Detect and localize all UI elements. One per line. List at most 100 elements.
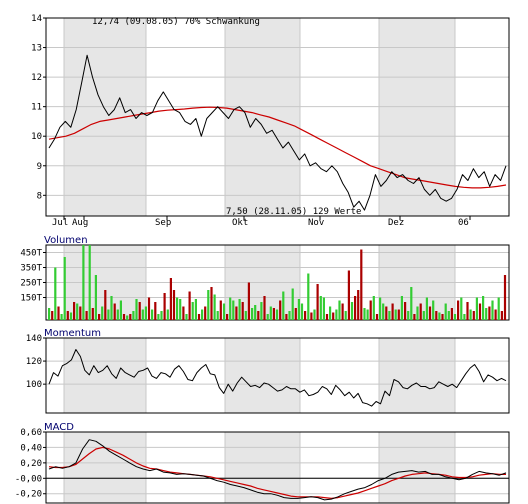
volume-bar	[132, 311, 135, 320]
volume-bar	[197, 314, 201, 320]
volume-bar	[263, 296, 266, 320]
volume-bar	[157, 314, 160, 320]
volume-bar	[266, 314, 269, 320]
volume-bar	[201, 309, 204, 320]
weekend-band	[379, 432, 455, 503]
y-tick-label: 0,20	[20, 459, 42, 469]
volume-bar	[107, 309, 110, 320]
volume-bar	[466, 302, 469, 320]
volume-bar	[129, 314, 132, 320]
volume-bar	[216, 311, 219, 320]
macd-plot-frame	[45, 431, 510, 504]
volume-bar	[104, 290, 107, 320]
volume-bar	[385, 306, 388, 320]
volume-bar	[210, 287, 213, 320]
volume-bar	[138, 302, 141, 320]
volume-bar	[57, 306, 60, 320]
volume-bar	[457, 300, 460, 320]
volume-bar	[391, 303, 394, 320]
y-tick-label: 150T	[20, 294, 42, 304]
volume-bar	[341, 303, 344, 320]
macd-title: MACD	[44, 422, 74, 433]
volume-bar	[497, 297, 500, 320]
x-tick-label: Sep	[155, 218, 171, 228]
volume-bar	[257, 311, 260, 320]
volume-bar	[410, 287, 413, 320]
volume-bar	[494, 309, 497, 320]
volume-bar	[269, 306, 272, 320]
price-low-annotation: 7,50 (28.11.05) 129 Werte	[226, 207, 361, 217]
volume-bar	[500, 311, 503, 320]
volume-bar	[110, 296, 113, 320]
x-tick-label: Okt	[232, 218, 248, 228]
volume-bar	[204, 306, 207, 320]
volume-bar	[388, 311, 391, 320]
y-tick-label: 120	[26, 357, 42, 367]
volume-bar	[282, 291, 285, 320]
y-tick-label: 9	[37, 162, 42, 172]
volume-bar	[413, 314, 416, 320]
x-tick-label: Jul	[52, 218, 68, 228]
volume-bar	[357, 290, 360, 320]
volume-bar	[332, 312, 335, 320]
volume-bar	[229, 297, 232, 320]
volume-bar	[316, 284, 319, 320]
volume-bar	[325, 314, 329, 320]
volume-bar	[288, 311, 291, 320]
y-tick-label: 11	[31, 103, 42, 113]
volume-bar	[482, 296, 485, 320]
volume-bar	[63, 257, 66, 320]
volume-bar	[450, 308, 453, 320]
volume-bar	[322, 297, 325, 320]
weekend-band	[225, 338, 300, 413]
volume-bar	[313, 309, 316, 320]
weekend-band	[225, 18, 300, 216]
volume-bar	[360, 249, 363, 320]
volume-bar	[475, 297, 478, 320]
volume-bar	[185, 314, 188, 320]
volume-bar	[98, 314, 101, 320]
volume-bar	[238, 299, 241, 320]
volume-bar	[488, 306, 491, 320]
volume-bar	[422, 311, 425, 320]
momentum-bands	[64, 338, 455, 413]
volume-bar	[375, 314, 379, 320]
volume-bar	[397, 309, 400, 320]
y-tick-label: 350T	[20, 264, 42, 274]
x-tick-label: Nov	[308, 218, 324, 228]
volume-bar	[460, 297, 463, 320]
volume-bar	[48, 308, 51, 320]
weekend-band	[379, 18, 455, 216]
volume-bar	[51, 311, 54, 320]
volume-bar	[310, 312, 313, 320]
weekend-bands	[64, 18, 455, 216]
volume-bar	[179, 299, 182, 320]
y-tick-label: 250T	[20, 279, 42, 289]
volume-bar	[463, 314, 466, 320]
y-tick-label: 450T	[20, 249, 42, 259]
price-x-ticks: Jul Aug Sep Okt Nov Dez 06	[52, 216, 471, 228]
volume-bar	[379, 297, 382, 320]
y-tick-label: 8	[37, 191, 42, 201]
volume-bar	[151, 309, 154, 320]
volume-bar	[122, 314, 126, 320]
volume-bar	[404, 302, 407, 320]
volume-bar	[69, 312, 73, 320]
volume-bar	[416, 306, 419, 320]
y-tick-label: 13	[31, 44, 42, 54]
volume-bar	[432, 300, 435, 320]
volume-bar	[350, 302, 354, 320]
volume-bar	[285, 314, 288, 320]
volume-bar	[369, 300, 372, 320]
volume-bar	[272, 308, 275, 320]
volume-bar	[438, 312, 441, 320]
weekend-band	[64, 338, 146, 413]
volume-bar	[116, 309, 119, 320]
volume-bar	[82, 245, 85, 320]
volume-bar	[94, 275, 97, 320]
volume-bar	[444, 303, 447, 320]
price-plot-frame	[45, 17, 510, 217]
macd-panel: MACD -0,20 -0,00 0,20 0,40 0,60	[15, 422, 510, 504]
volume-bar	[79, 306, 82, 320]
